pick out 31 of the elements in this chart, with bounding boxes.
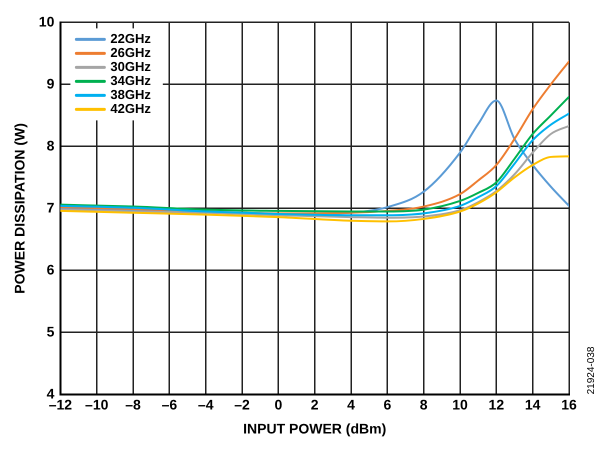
x-tick-label: 6 <box>383 396 392 413</box>
line-series <box>60 155 569 222</box>
x-tick-label: –2 <box>234 396 250 413</box>
x-tick-label: –6 <box>162 396 178 413</box>
x-tick-label: 4 <box>347 396 356 413</box>
x-tick-label: 2 <box>310 396 319 413</box>
y-tick-label: 6 <box>46 261 55 278</box>
y-tick-label: 7 <box>46 199 55 216</box>
x-tick-label: 16 <box>561 396 577 413</box>
x-tick-label: 8 <box>420 396 428 413</box>
y-tick-label: 10 <box>38 13 55 30</box>
legend-label: 34GHz <box>110 72 152 88</box>
y-axis-title: POWER DISSIPATION (W) <box>11 123 28 294</box>
legend-label: 26GHz <box>110 44 152 60</box>
x-tick-label: –10 <box>85 396 109 413</box>
y-tick-label: 4 <box>46 385 55 402</box>
y-tick-label: 9 <box>46 75 55 92</box>
x-tick-label: 0 <box>274 396 282 413</box>
x-tick-label: 10 <box>452 396 468 413</box>
x-axis-title: INPUT POWER (dBm) <box>243 420 386 436</box>
legend-label: 42GHz <box>110 100 152 116</box>
x-tick-label: 14 <box>524 396 541 413</box>
x-tick-label: –8 <box>125 396 142 413</box>
text: 21924-038 <box>586 346 597 394</box>
legend-label: 22GHz <box>110 30 152 46</box>
y-tick-label: 5 <box>46 323 55 340</box>
x-tick-label: 12 <box>488 396 504 413</box>
legend-label: 38GHz <box>110 86 152 102</box>
x-tick-label: –4 <box>198 396 214 413</box>
y-tick-label: 8 <box>46 137 55 154</box>
legend-label: 30GHz <box>110 58 152 74</box>
